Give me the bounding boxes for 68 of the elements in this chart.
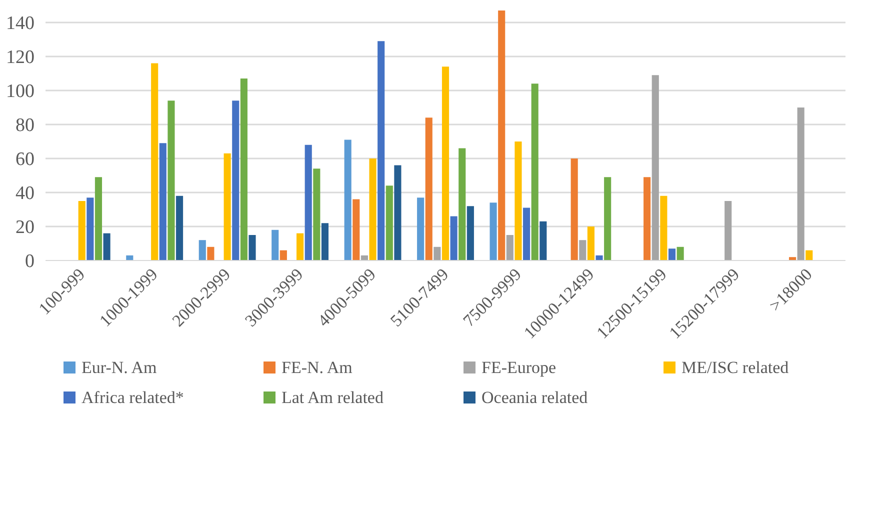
bar bbox=[450, 216, 458, 260]
bar bbox=[369, 158, 376, 260]
bar bbox=[207, 246, 214, 260]
y-tick-label: 120 bbox=[6, 46, 34, 68]
legend-label: Africa related* bbox=[82, 388, 184, 407]
bar bbox=[604, 177, 612, 260]
bar bbox=[378, 41, 385, 260]
bar bbox=[240, 78, 248, 260]
bar bbox=[540, 221, 547, 260]
bar bbox=[587, 226, 594, 260]
bar bbox=[280, 250, 287, 260]
y-tick-label: 0 bbox=[25, 251, 34, 272]
y-tick-label: 20 bbox=[16, 216, 34, 238]
bar bbox=[386, 186, 393, 260]
bar bbox=[668, 248, 676, 260]
bar bbox=[466, 206, 474, 260]
bar bbox=[644, 177, 651, 260]
bar bbox=[676, 246, 684, 260]
y-tick-label: 100 bbox=[6, 80, 34, 102]
y-tick-label: 40 bbox=[16, 182, 34, 204]
bar bbox=[425, 118, 432, 260]
bar bbox=[103, 233, 110, 260]
bar bbox=[224, 153, 231, 260]
bar bbox=[94, 177, 102, 260]
y-tick-label: 140 bbox=[6, 12, 34, 34]
bar bbox=[344, 140, 352, 260]
bar bbox=[531, 84, 538, 260]
bar bbox=[596, 255, 603, 260]
bar bbox=[151, 63, 158, 260]
bar bbox=[523, 208, 530, 260]
bar bbox=[417, 198, 424, 260]
bar bbox=[490, 202, 497, 260]
bar bbox=[797, 107, 804, 260]
bar bbox=[232, 100, 240, 260]
legend-label: Eur-N. Am bbox=[82, 358, 157, 377]
bar bbox=[806, 250, 813, 260]
bar bbox=[272, 230, 279, 260]
legend-label: ME/ISC related bbox=[682, 358, 790, 377]
legend-label: Lat Am related bbox=[282, 388, 384, 407]
y-tick-label: 60 bbox=[16, 148, 34, 170]
bar bbox=[321, 223, 329, 260]
bar bbox=[570, 158, 578, 260]
bar bbox=[86, 198, 94, 260]
bar bbox=[168, 100, 175, 260]
legend-label: FE-N. Am bbox=[282, 358, 352, 377]
bar bbox=[198, 240, 206, 260]
bar bbox=[724, 200, 732, 260]
bar bbox=[78, 200, 86, 260]
bar bbox=[652, 75, 659, 260]
bar bbox=[514, 141, 522, 260]
bar bbox=[352, 199, 360, 260]
bar bbox=[458, 148, 466, 260]
bar bbox=[394, 165, 402, 260]
bar bbox=[304, 144, 312, 260]
bar bbox=[434, 246, 441, 260]
bar bbox=[442, 66, 450, 260]
bar bbox=[313, 168, 320, 260]
bar bbox=[248, 234, 256, 260]
y-tick-label: 80 bbox=[16, 114, 34, 136]
bar bbox=[506, 234, 514, 260]
bar bbox=[176, 196, 184, 260]
bar bbox=[660, 196, 668, 260]
bar bbox=[579, 240, 586, 260]
bar bbox=[159, 143, 166, 260]
legend-label: Oceania related bbox=[482, 388, 588, 407]
bar bbox=[296, 233, 304, 260]
legend-label: FE-Europe bbox=[482, 358, 556, 377]
bar bbox=[498, 10, 506, 260]
